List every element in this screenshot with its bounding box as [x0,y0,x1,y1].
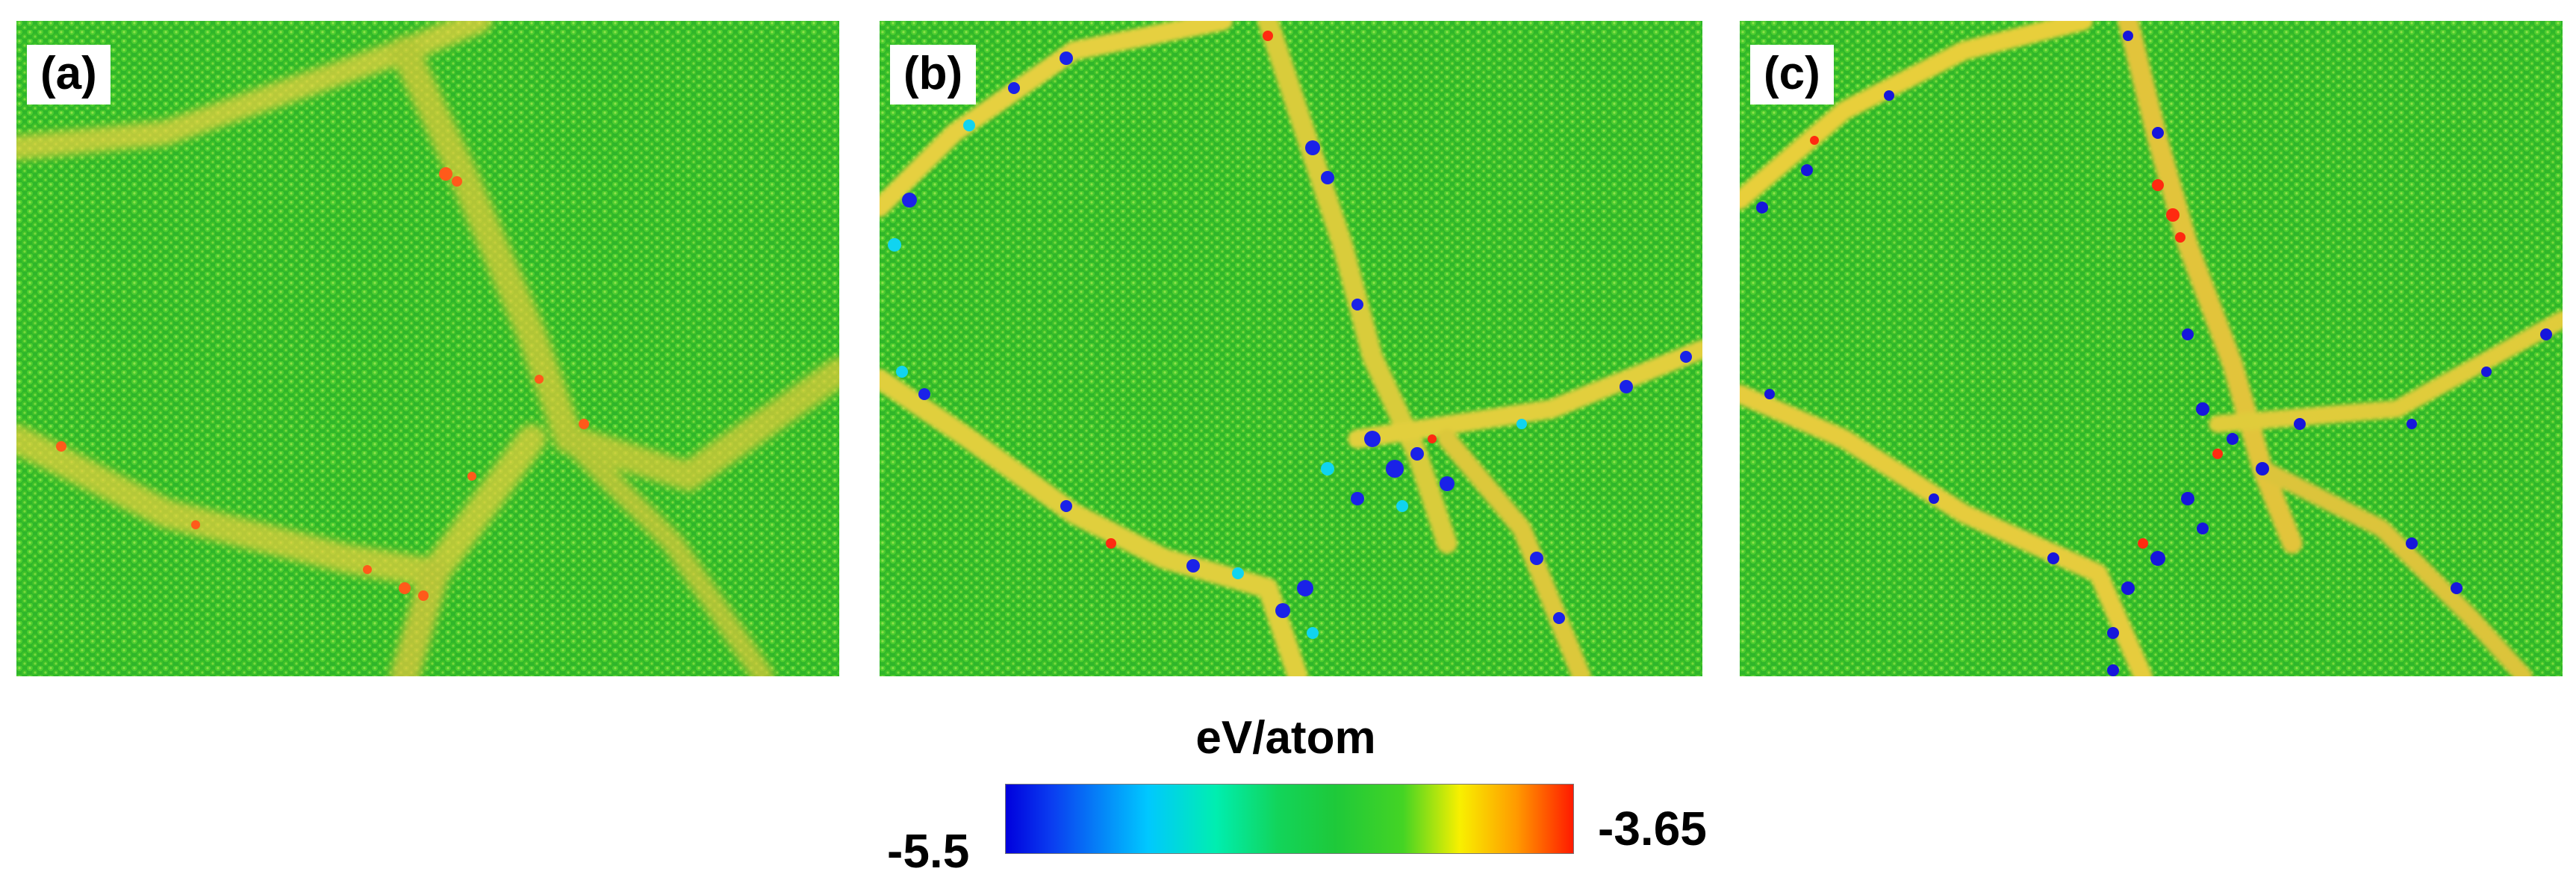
panel-b-atomic-energy-map: (b) [880,21,1702,676]
panel-a-atomic-energy-map: (a) [16,21,839,676]
colorbar-title: eV/atom [1195,712,1376,764]
panel-c-image [1740,21,2563,676]
panel-a-image [16,21,839,676]
panel-a-label: (a) [27,45,111,105]
panel-b-image [880,21,1702,676]
panel-b-label: (b) [890,45,977,105]
colorbar-gradient [1005,784,1574,854]
colorbar-min-label: -5.5 [887,824,970,878]
panel-c-label: (c) [1750,45,1834,105]
panel-c-atomic-energy-map: (c) [1740,21,2563,676]
colorbar-max-label: -3.65 [1598,802,1707,855]
